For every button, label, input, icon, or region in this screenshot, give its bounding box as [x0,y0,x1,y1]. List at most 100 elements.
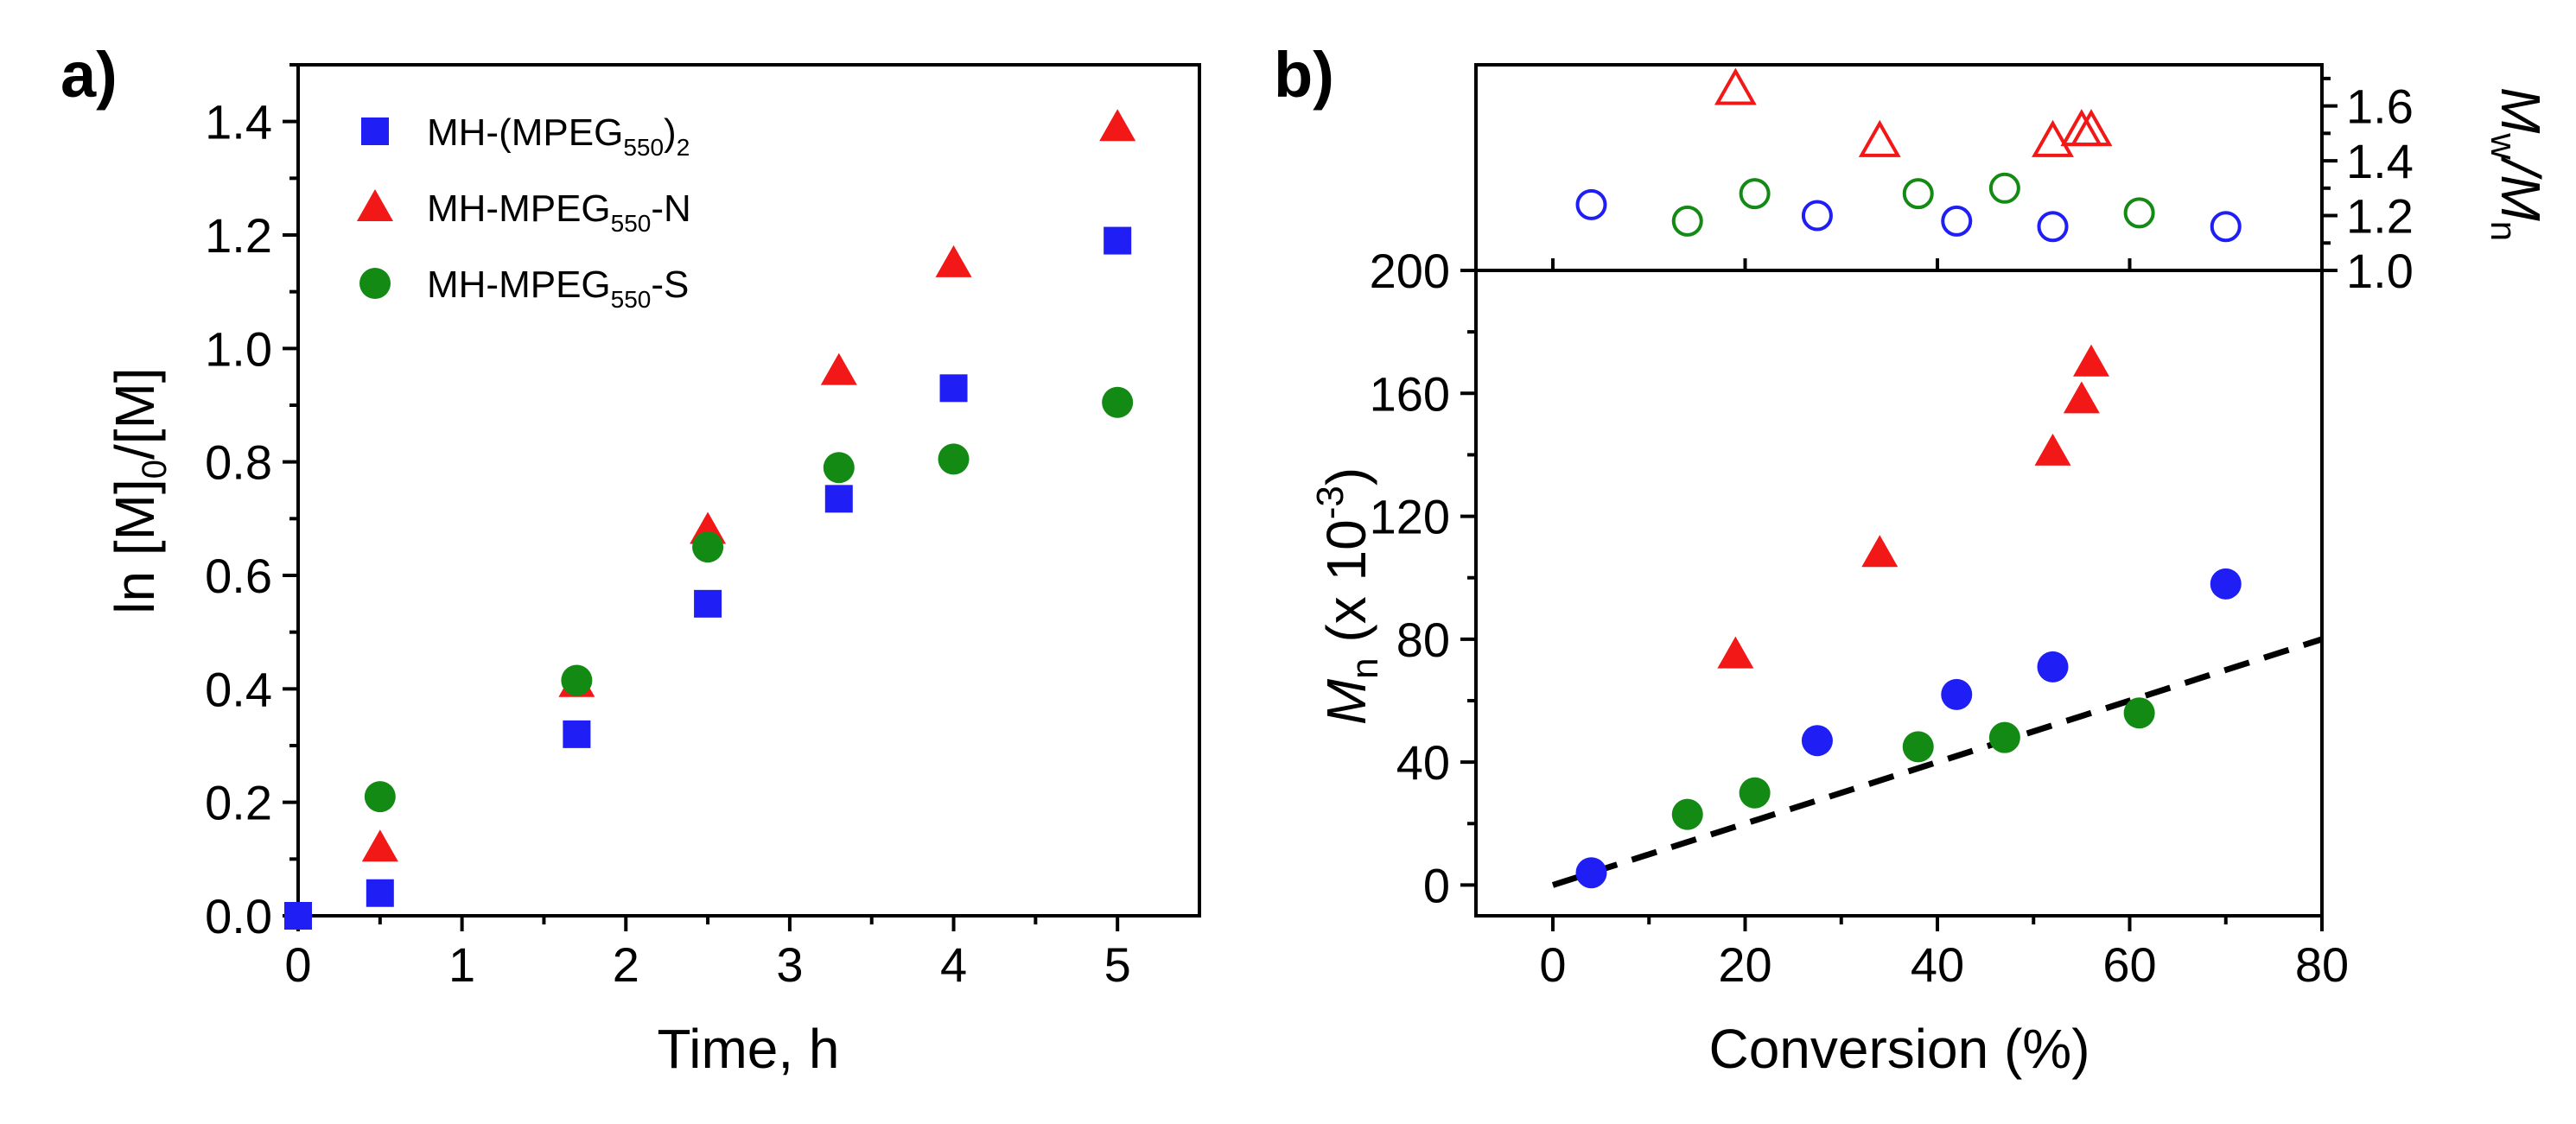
dispersity-point [1858,119,1901,157]
legend-marker-triangle [357,189,393,221]
panel-a-ylabel-sub: 0 [136,460,174,479]
y-tick-label: 1.4 [205,95,272,149]
x-tick-label: 2 [613,937,639,992]
mn-point [2037,651,2069,683]
data-point-square [694,589,722,618]
dispersity-series-triangle [1714,67,2113,157]
panel-a-ticks: 0 1 2 3 4 5 0.0 0.2 0.4 0.6 0.8 1.0 1.2 1.4 [205,63,1131,992]
dispersity-point [1941,205,1973,237]
data-point-square [824,485,853,513]
b-x-tick-label: 20 [1718,937,1771,992]
b-y-tick-label: 200 [1370,244,1450,298]
x-tick-label: 0 [284,937,311,992]
mn-label-sup: -3 [1309,486,1352,519]
x-tick-label: 3 [776,937,803,992]
y-tick-label: 0.8 [205,435,272,490]
mn-series-triangle [1717,344,2109,669]
panel-b-bottom-y-axis-label: Mn (x 10-3) [1309,467,1386,725]
legend-marker-square [361,117,389,145]
mn-label-rest: (x 10 [1315,519,1377,657]
mn-point [1861,535,1899,568]
data-point-square [1104,226,1132,255]
panel-b-ticks: 0 20 40 60 80 0 40 80 120 160 200 1.01.21.41.6 [1370,76,2414,992]
dispersity-point [1714,67,1757,105]
b-top-y-tick-label: 1.6 [2346,79,2414,134]
disp-label-sub1: w [2484,132,2524,160]
panel-b-points [1575,67,2242,889]
data-point-triangle [361,829,398,862]
theory-dashed-line [1551,636,2324,888]
dispersity-point [1575,188,1607,220]
panel-b-top-frame [1474,63,2324,272]
dispersity-point [2037,211,2069,243]
panel-a-label: a) [60,39,118,111]
dispersity-point [1801,200,1833,232]
legend-label: MH-MPEG550-N [427,187,691,237]
mn-series-circle [1575,568,2242,889]
b-y-tick-label: 80 [1396,613,1450,667]
data-point-square [284,902,312,930]
data-point-square [939,374,968,403]
mn-point [1575,857,1607,889]
dispersity-point [2070,109,2113,147]
b-x-tick-label: 0 [1539,937,1566,992]
b-top-y-tick-label: 1.4 [2346,134,2414,188]
y-tick-label: 1.2 [205,208,272,263]
panel-b-bottom-frame [1474,269,2324,918]
panel-a-ylabel-pre: ln [M] [104,479,166,613]
y-tick-label: 1.0 [205,321,272,376]
panel-a-y-axis-label: ln [M]0/[M] [104,367,174,613]
y-tick-label: 0.0 [205,889,272,943]
data-point-circle [692,531,724,563]
data-point-circle [938,443,970,475]
mn-label-sub: n [1344,657,1386,678]
mn-series-circle [1671,697,2155,830]
b-x-tick-label: 60 [2102,937,2156,992]
dispersity-point [1671,205,1703,237]
mn-label-close: ) [1315,467,1377,486]
series-circle [364,386,1134,813]
legend-label: MH-MPEG550-S [427,264,689,313]
series-square [284,226,1132,930]
data-point-triangle [820,352,857,385]
y-tick-label: 0.4 [205,662,272,716]
panel-b-top-y-axis-label: Mw/Mn [2484,87,2552,241]
panel-b-x-axis-label: Conversion (%) [1708,1018,2089,1080]
data-point-circle [823,452,855,484]
mn-label-main: M [1315,678,1377,725]
data-point-square [366,879,394,907]
mn-point [1988,721,2020,753]
mn-point [2123,697,2155,729]
dispersity-point [1739,178,1771,210]
panel-a-ylabel-post: /[M] [104,367,166,460]
dispersity-point [2123,197,2155,229]
dispersity-series-circle [1671,172,2155,237]
mn-point [1902,731,1934,763]
x-tick-label: 5 [1104,937,1131,992]
panel-a-x-axis-label: Time, h [658,1018,840,1080]
panel-b: b) 0 20 40 60 80 0 40 80 120 160 200 1.01.21.41.6 C… [1274,39,2552,1080]
panel-a-legend: MH-(MPEG550)2 MH-MPEG550-N MH-MPEG550-S [357,111,691,313]
y-tick-label: 0.2 [205,776,272,830]
mn-point [2063,381,2100,414]
dispersity-series-circle [1575,188,2242,243]
x-tick-label: 4 [940,937,967,992]
y-tick-label: 0.6 [205,549,272,603]
data-point-triangle [935,244,972,277]
mn-point [1801,725,1833,757]
disp-label-mid: /M [2490,156,2552,222]
data-point-circle [1102,386,1134,418]
panel-a-plot-frame [296,63,1201,918]
mn-point [1739,777,1771,809]
b-y-tick-label: 120 [1370,490,1450,544]
dispersity-point [1988,172,2020,204]
dispersity-point [2210,211,2242,243]
dispersity-point [2032,119,2074,157]
legend-marker-circle [359,268,391,299]
panel-a-points [284,109,1136,930]
data-point-square [563,720,591,748]
panel-b-label: b) [1274,39,1334,111]
b-y-tick-label: 0 [1423,858,1450,912]
mn-point [2073,344,2109,377]
